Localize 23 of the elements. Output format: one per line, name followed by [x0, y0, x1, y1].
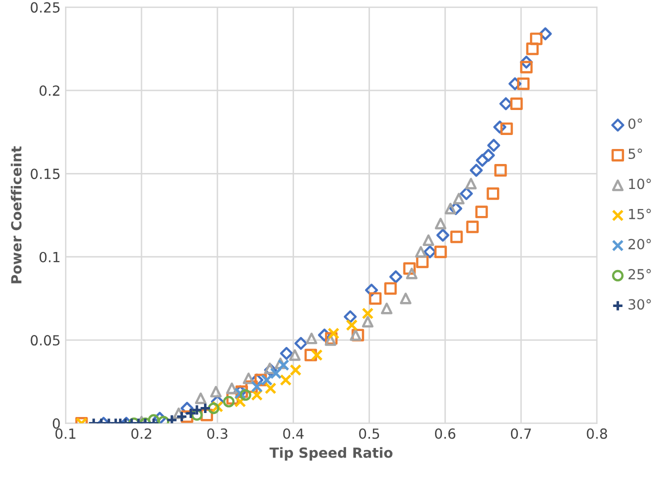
- legend-label: 20°: [628, 238, 651, 250]
- x-tick-label: 0.2: [131, 428, 152, 439]
- y-tick-label: 0.15: [30, 168, 60, 180]
- x-tick-label: 0.7: [510, 428, 531, 439]
- legend-label: 10°: [629, 178, 651, 190]
- x-tick-label: 0.6: [435, 428, 456, 439]
- y-tick-label: 0.25: [30, 2, 60, 13]
- x-axis-title: Tip Speed Ratio: [270, 447, 392, 461]
- legend-label: 5°: [628, 148, 642, 160]
- x-tick-label: 0.5: [359, 428, 380, 439]
- x-tick-label: 0.8: [586, 428, 608, 439]
- legend-label: 0°: [628, 118, 642, 129]
- x-tick-label: 0.4: [283, 428, 304, 439]
- x-tick-label: 0.1: [55, 428, 76, 439]
- legend-label: 15°: [629, 208, 651, 220]
- y-axis-title: Power Coefficeint: [10, 146, 22, 284]
- legend-label: 30°: [628, 299, 651, 310]
- x-tick-label: 0.3: [207, 428, 228, 439]
- y-tick-label: 0.05: [30, 335, 60, 346]
- y-tick-label: 0.1: [40, 252, 60, 262]
- legend-label: 25°: [628, 268, 651, 280]
- y-tick-label: 0.2: [40, 85, 60, 96]
- y-tick-label: 0: [52, 418, 60, 429]
